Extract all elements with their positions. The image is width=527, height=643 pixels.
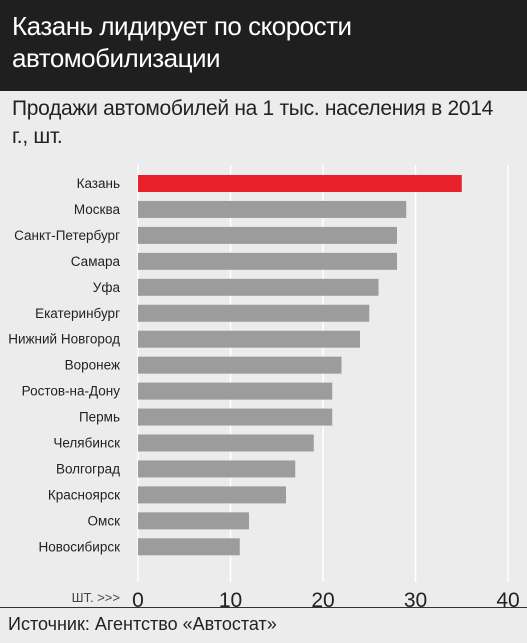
x-tick-label: 40: [496, 589, 519, 612]
category-label: Воронеж: [65, 358, 120, 373]
bar: [138, 175, 462, 192]
bar: [138, 460, 296, 478]
category-label: Санкт-Петербург: [14, 228, 120, 243]
source-note: Источник: Агентство «Автостат»: [8, 614, 277, 634]
header-band: Казань лидирует по скорости автомобилиза…: [0, 0, 527, 91]
category-label: Екатеринбург: [35, 306, 120, 321]
category-label: Нижний Новгород: [8, 332, 120, 347]
x-tick-label: 20: [311, 589, 334, 612]
footer-divider: [0, 607, 527, 608]
x-tick-label: 0: [132, 589, 144, 612]
category-label: Казань: [77, 176, 120, 191]
x-tick-label: 30: [404, 589, 427, 612]
category-label: Челябинск: [53, 436, 120, 451]
category-label: Пермь: [79, 410, 120, 425]
bar: [138, 330, 360, 348]
bar: [138, 512, 249, 530]
bar: [138, 408, 333, 426]
bar: [138, 486, 286, 504]
x-unit-label: ШТ. >>>: [72, 590, 120, 605]
bar: [138, 278, 379, 296]
x-tick-label: 10: [219, 589, 242, 612]
bar: [138, 538, 240, 556]
category-label: Омск: [88, 513, 121, 528]
category-label: Самара: [71, 254, 121, 269]
category-label: Уфа: [93, 280, 121, 295]
chart-title: Казань лидирует по скорости автомобилиза…: [12, 11, 352, 73]
category-label: Волгоград: [56, 461, 120, 476]
category-label: Ростов-на-Дону: [22, 384, 121, 399]
chart-subtitle: Продажи автомобилей на 1 тыс. населения …: [12, 97, 493, 148]
bar: [138, 356, 342, 374]
category-label: Москва: [74, 202, 121, 217]
bar: [138, 434, 314, 452]
bar: [138, 304, 370, 322]
bar: [138, 226, 397, 244]
bar: [138, 252, 397, 270]
category-label: Новосибирск: [38, 539, 120, 554]
category-label: Красноярск: [48, 487, 120, 502]
bar: [138, 382, 333, 400]
bar: [138, 200, 407, 218]
